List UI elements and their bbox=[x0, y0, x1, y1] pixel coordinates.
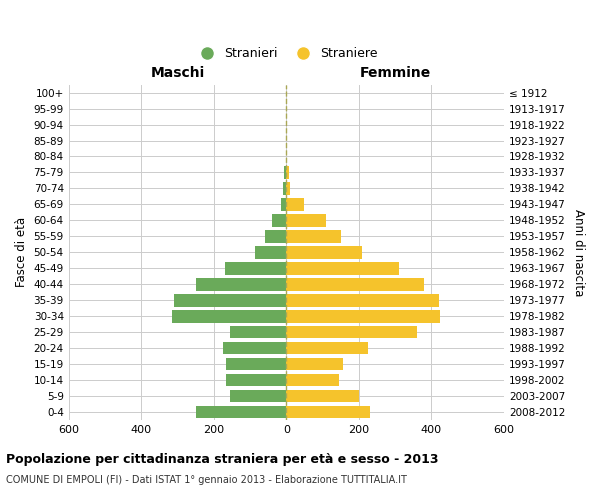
Text: Popolazione per cittadinanza straniera per età e sesso - 2013: Popolazione per cittadinanza straniera p… bbox=[6, 452, 439, 466]
Bar bbox=[223, 342, 286, 354]
Bar bbox=[226, 374, 286, 386]
Bar bbox=[174, 294, 286, 306]
Bar bbox=[286, 230, 341, 242]
Y-axis label: Fasce di età: Fasce di età bbox=[15, 218, 28, 288]
Text: Maschi: Maschi bbox=[151, 66, 205, 80]
Bar bbox=[226, 358, 286, 370]
Bar bbox=[286, 166, 289, 178]
Bar bbox=[286, 326, 417, 338]
Bar bbox=[283, 182, 286, 194]
Bar bbox=[286, 374, 339, 386]
Bar bbox=[284, 166, 286, 178]
Bar bbox=[286, 358, 343, 370]
Bar bbox=[272, 214, 286, 226]
Bar bbox=[230, 326, 286, 338]
Bar bbox=[286, 294, 439, 306]
Bar bbox=[286, 406, 370, 418]
Text: COMUNE DI EMPOLI (FI) - Dati ISTAT 1° gennaio 2013 - Elaborazione TUTTITALIA.IT: COMUNE DI EMPOLI (FI) - Dati ISTAT 1° ge… bbox=[6, 475, 407, 485]
Bar bbox=[286, 262, 399, 274]
Bar bbox=[286, 182, 290, 194]
Bar bbox=[286, 278, 424, 290]
Bar bbox=[286, 310, 440, 322]
Bar bbox=[196, 406, 286, 418]
Legend: Stranieri, Straniere: Stranieri, Straniere bbox=[190, 42, 383, 65]
Bar bbox=[286, 198, 304, 210]
Bar bbox=[281, 198, 286, 210]
Y-axis label: Anni di nascita: Anni di nascita bbox=[572, 208, 585, 296]
Bar bbox=[286, 390, 359, 402]
Bar bbox=[286, 246, 362, 258]
Bar bbox=[286, 214, 326, 226]
Bar bbox=[265, 230, 286, 242]
Bar bbox=[224, 262, 286, 274]
Bar bbox=[172, 310, 286, 322]
Bar bbox=[196, 278, 286, 290]
Bar bbox=[256, 246, 286, 258]
Text: Femmine: Femmine bbox=[359, 66, 431, 80]
Bar bbox=[230, 390, 286, 402]
Bar bbox=[286, 342, 368, 354]
